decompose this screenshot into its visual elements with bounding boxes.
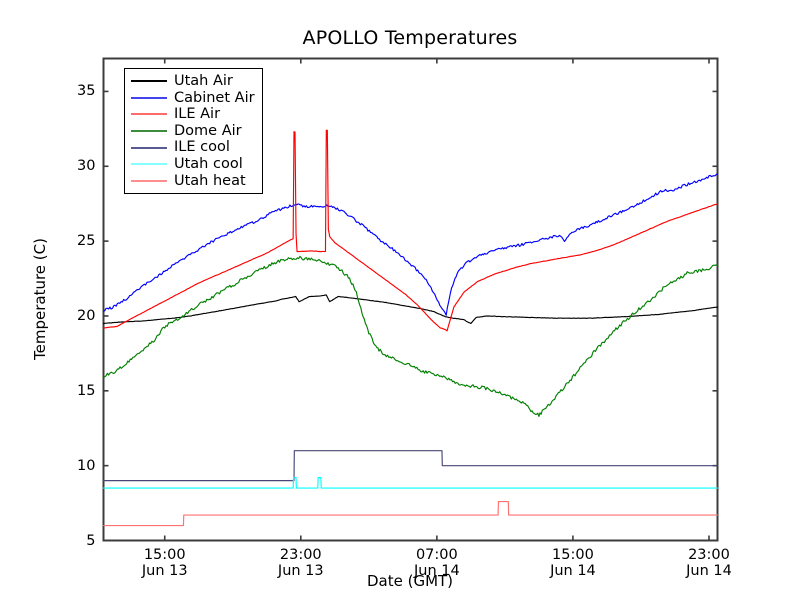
legend-color-swatch: [131, 163, 167, 166]
legend-color-swatch: [131, 80, 167, 83]
legend-item-label: Cabinet Air: [174, 89, 255, 106]
legend-color-swatch: [131, 96, 167, 99]
legend-item-label: Utah Air: [174, 73, 233, 90]
legend-item-label: ILE cool: [174, 139, 230, 156]
legend-item: Utah Air: [125, 73, 262, 90]
legend-color-swatch: [131, 179, 167, 182]
legend-item-label: Dome Air: [174, 122, 242, 139]
series-line-ile-cool: [102, 450, 719, 482]
series-line-utah-air: [102, 294, 719, 325]
legend-item: ILE cool: [125, 139, 262, 156]
legend-item: Dome Air: [125, 123, 262, 140]
x-axis-label: Date (GMT): [366, 572, 454, 590]
legend-item-label: ILE Air: [174, 106, 221, 123]
axis-frame: [102, 57, 719, 542]
page-title: APOLLO Temperatures: [302, 27, 518, 49]
legend-color-swatch: [131, 130, 167, 133]
legend-item-label: Utah cool: [174, 156, 243, 173]
series-line-utah-heat: [102, 501, 719, 527]
legend-item: ILE Air: [125, 106, 262, 123]
legend-item-label: Utah heat: [174, 172, 246, 189]
series-line-ile-air: [102, 129, 719, 332]
series-line-dome-air: [102, 255, 719, 417]
legend-item: Utah cool: [125, 156, 262, 173]
series-line-cabinet-air: [102, 173, 719, 316]
series-line-utah-cool: [102, 477, 719, 489]
legend-color-swatch: [131, 113, 167, 116]
legend-item: Utah heat: [125, 173, 262, 190]
legend-item: Cabinet Air: [125, 90, 262, 107]
legend: Utah Air Cabinet Air ILE Air Dome Air ILE co…: [124, 68, 263, 195]
legend-color-swatch: [131, 146, 167, 149]
